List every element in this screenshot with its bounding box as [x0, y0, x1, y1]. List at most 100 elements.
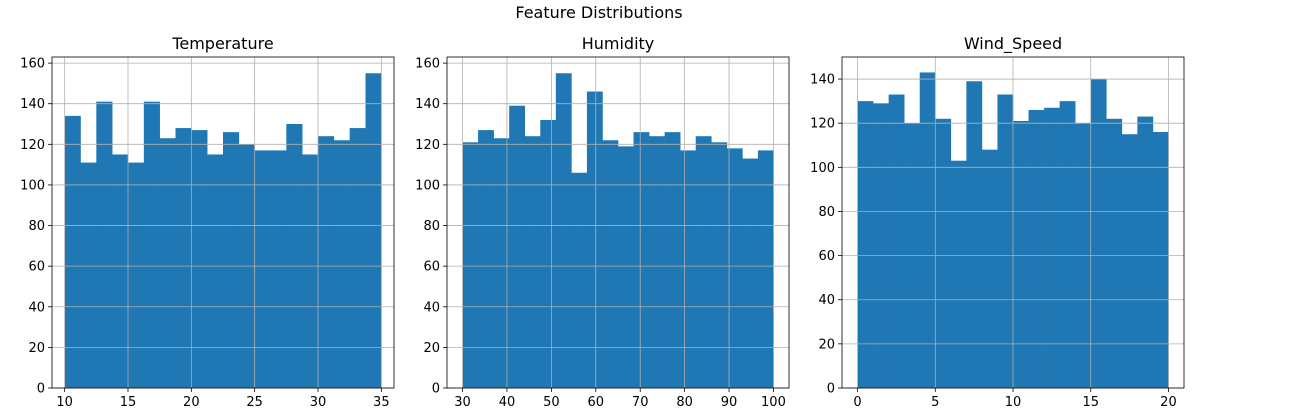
histogram-bar: [318, 136, 335, 388]
histogram-bar: [695, 136, 712, 388]
histogram-bar: [524, 136, 541, 388]
y-tick-label: 160: [415, 57, 440, 72]
x-tick-label: 35: [373, 395, 390, 410]
histogram-bar: [618, 146, 634, 388]
x-tick-label: 15: [120, 395, 137, 410]
x-tick-label: 70: [632, 395, 649, 410]
y-tick-label: 140: [415, 97, 440, 112]
x-tick-label: 30: [454, 395, 471, 410]
y-tick-label: 140: [810, 73, 835, 88]
histogram-bar: [1028, 109, 1045, 389]
histogram-bar: [586, 91, 603, 388]
histogram-bar: [1059, 101, 1076, 388]
histogram-bar: [509, 105, 526, 388]
x-tick-label: 0: [853, 395, 861, 410]
y-tick-label: 60: [28, 260, 45, 275]
subplot-title: Wind_Speed: [964, 34, 1062, 54]
histogram-bar: [540, 119, 557, 388]
histogram-bar: [711, 142, 728, 388]
x-tick-label: 25: [246, 395, 263, 410]
y-tick-label: 60: [423, 260, 440, 275]
y-tick-label: 80: [423, 219, 440, 234]
histogram-bar: [1121, 134, 1138, 388]
x-tick-label: 50: [543, 395, 560, 410]
y-tick-label: 120: [415, 138, 440, 153]
y-tick-label: 160: [20, 57, 45, 72]
y-tick-label: 120: [810, 117, 835, 132]
histogram-bar: [1013, 120, 1029, 388]
x-tick-label: 20: [183, 395, 200, 410]
histogram-bar: [175, 128, 192, 389]
histogram-bar: [478, 130, 494, 388]
histogram-bar: [286, 124, 303, 388]
figure-title: Feature Distributions: [515, 3, 682, 22]
x-tick-label: 80: [676, 395, 693, 410]
subplot-title: Temperature: [171, 34, 273, 53]
histogram-bar: [207, 154, 224, 388]
x-tick-label: 10: [56, 395, 73, 410]
histogram-bar: [128, 162, 145, 388]
y-tick-label: 40: [423, 300, 440, 315]
x-tick-label: 30: [310, 395, 327, 410]
x-tick-label: 40: [499, 395, 516, 410]
histogram-bar: [191, 130, 208, 388]
subplot-humidity: 30 40 50 60 70 80 90 100 0 20 40 60 80 100 120 140 160 Hu…: [415, 34, 790, 410]
histogram-bar: [493, 138, 510, 388]
histogram-bar: [349, 128, 366, 389]
histogram-bar: [1106, 118, 1123, 388]
histogram-bar: [888, 94, 905, 388]
histogram-bar: [555, 73, 572, 389]
histogram-bar: [1152, 132, 1169, 388]
histogram-bar: [966, 81, 983, 389]
subplot-temperature: 10 15 20 25 30 35 0 20 40 60 80 100 120 140 160 Tempera…: [20, 34, 395, 410]
histogram-bar: [950, 160, 967, 388]
histogram-bar: [333, 140, 350, 388]
axes-frame: [51, 56, 395, 389]
histogram-bar: [757, 150, 774, 388]
histogram-bar: [935, 118, 952, 388]
histogram-bar: [633, 132, 650, 388]
histogram-bar: [80, 162, 97, 388]
subplot-title: Humidity: [582, 34, 655, 53]
y-tick-label: 40: [818, 293, 835, 308]
histogram-bar: [302, 154, 319, 388]
histogram-bar: [742, 158, 759, 388]
histogram-bar: [919, 72, 936, 389]
subplot-wind-speed: 0 5 10 15 20 0 20 40 60 80 100 120 140 Wind_Speed: [810, 34, 1185, 410]
x-tick-label: 60: [588, 395, 605, 410]
histogram-bar: [649, 136, 665, 388]
histogram-bar: [64, 115, 81, 388]
y-tick-label: 20: [818, 337, 835, 352]
histogram-bar: [664, 132, 681, 388]
y-tick-label: 80: [28, 219, 45, 234]
histogram-bar: [270, 150, 287, 388]
histogram-bar: [143, 101, 160, 389]
x-tick-label: 5: [931, 395, 939, 410]
histogram-bar: [873, 103, 889, 388]
histogram-bar: [680, 150, 697, 388]
histogram-bar: [96, 101, 113, 389]
y-tick-label: 140: [20, 97, 45, 112]
histogram-bar: [223, 132, 240, 388]
y-tick-label: 0: [827, 382, 835, 397]
x-tick-label: 100: [761, 395, 786, 410]
histogram-bar: [726, 148, 743, 388]
histogram-bar: [159, 138, 176, 388]
x-tick-label: 10: [1005, 395, 1022, 410]
y-tick-label: 20: [423, 341, 440, 356]
histogram-bar: [981, 149, 998, 388]
subplot-grid: 10 15 20 25 30 35020406080100120140160Tempera…: [20, 34, 1185, 410]
x-tick-label: 90: [721, 395, 738, 410]
y-tick-label: 100: [810, 161, 835, 176]
histogram-bar: [857, 101, 874, 388]
histogram-bar: [365, 73, 382, 389]
histogram-bar: [997, 94, 1014, 388]
y-tick-label: 100: [415, 178, 440, 193]
y-tick-label: 60: [818, 249, 835, 264]
histogram-bar: [254, 150, 271, 388]
y-tick-label: 0: [432, 382, 440, 397]
y-tick-label: 80: [818, 205, 835, 220]
histogram-bar: [602, 140, 619, 388]
y-tick-label: 120: [20, 138, 45, 153]
